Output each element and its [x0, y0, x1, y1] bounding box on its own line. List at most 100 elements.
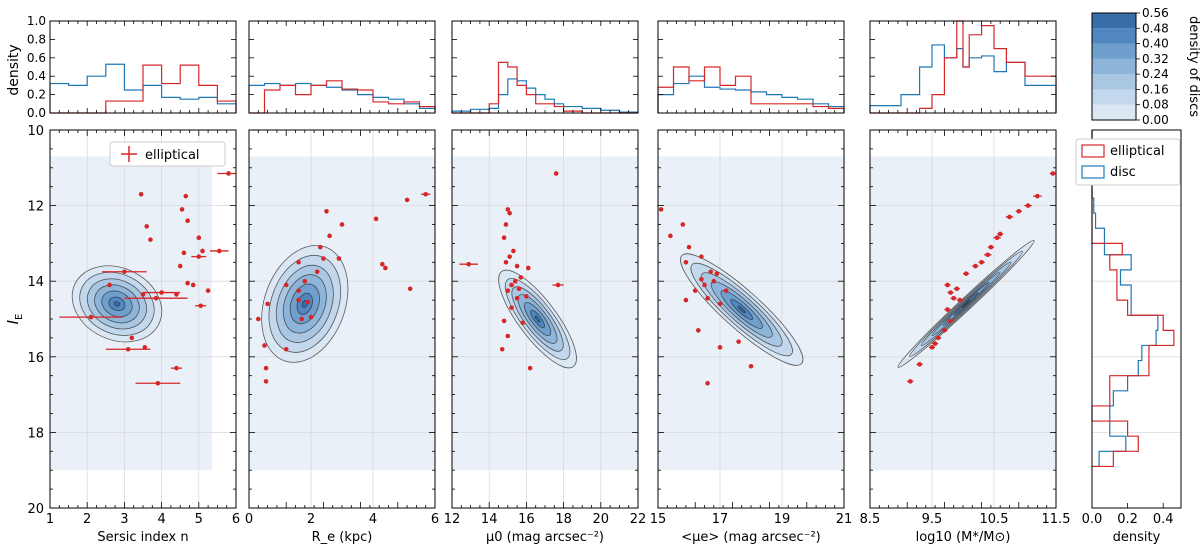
- elliptical-point: [518, 275, 524, 280]
- elliptical-point: [658, 207, 664, 212]
- elliptical-point: [979, 260, 984, 265]
- hist-background: [249, 21, 435, 113]
- legend-swatch-disc: [1081, 165, 1105, 179]
- elliptical-point: [185, 280, 190, 286]
- elliptical-points: [459, 171, 564, 371]
- colorbar-tick-label: 0.48: [1142, 21, 1169, 35]
- elliptical-point: [503, 222, 509, 227]
- colorbar-tick-label: 0.32: [1142, 52, 1169, 66]
- plot-area: [870, 130, 1056, 508]
- elliptical-point: [696, 328, 701, 333]
- elliptical-point: [125, 346, 131, 352]
- elliptical-point: [174, 292, 179, 297]
- elliptical-point: [183, 193, 189, 199]
- x-axis-label: <μe> (mag arcsec⁻²): [681, 530, 821, 545]
- plot-area: [658, 130, 844, 508]
- elliptical-point: [142, 345, 148, 350]
- colorbar: 0.000.08 0.160.240.320.40 0.480.56 density …: [1091, 6, 1200, 127]
- elliptical-point: [705, 380, 710, 386]
- elliptical-point: [717, 345, 723, 350]
- elliptical-point: [466, 261, 472, 267]
- elliptical-point: [511, 248, 516, 254]
- elliptical-point: [714, 271, 720, 276]
- elliptical-point: [404, 197, 410, 203]
- elliptical-point: [686, 244, 692, 250]
- x-tick-label: 17: [712, 512, 729, 527]
- y-tick-label: 20: [27, 502, 44, 517]
- hist-elliptical-series: [249, 80, 436, 114]
- top-histogram: [869, 20, 1057, 114]
- x-tick-label: 1: [46, 512, 54, 527]
- x-tick-label: 15: [650, 512, 667, 527]
- elliptical-point: [668, 233, 673, 239]
- legend-label-elliptical: elliptical: [1110, 144, 1165, 159]
- elliptical-point: [699, 254, 704, 259]
- y-tick-label: 16: [27, 351, 44, 366]
- legend-label-disc: disc: [1110, 165, 1136, 180]
- elliptical-point: [683, 297, 689, 303]
- panel-4: 15 17 19 21 <μe> (mag arcsec⁻²): [650, 20, 852, 545]
- elliptical-point: [196, 235, 202, 241]
- elliptical-point: [177, 263, 183, 269]
- main-scatter-panel: 0 2 4 6 R_e (kpc): [245, 129, 439, 545]
- elliptical-point: [997, 231, 1003, 237]
- elliptical-points: [59, 171, 236, 386]
- elliptical-point: [339, 222, 345, 227]
- rhist-x-axis-label: density: [1113, 530, 1161, 545]
- plot-area: [249, 130, 435, 508]
- elliptical-point: [299, 316, 305, 322]
- y-tick-label: 14: [27, 275, 44, 290]
- elliptical-point: [702, 282, 707, 288]
- elliptical-point: [908, 379, 913, 384]
- elliptical-point: [705, 295, 710, 301]
- rhist-x-tick-label: 0.2: [1117, 512, 1138, 527]
- hist-y-tick-label: 0.2: [27, 88, 46, 102]
- elliptical-point: [717, 301, 723, 307]
- hist-y-tick-label: 0.0: [27, 106, 46, 120]
- elliptical-point: [327, 233, 332, 239]
- elliptical-point: [736, 339, 741, 344]
- elliptical-point: [1007, 214, 1012, 220]
- elliptical-point: [296, 297, 301, 303]
- elliptical-point: [216, 248, 222, 254]
- elliptical-point: [973, 263, 978, 269]
- legend-swatch-elliptical: [1081, 144, 1105, 158]
- elliptical-point: [138, 191, 144, 197]
- x-tick-label: 14: [481, 512, 498, 527]
- rhist-x-tick-label: 0.4: [1153, 512, 1174, 527]
- disc-density-contours: [71, 265, 163, 343]
- elliptical-point: [507, 210, 512, 216]
- panel-5: 8.5 9.5 10.5 11.5 log10 (M*/M⊙): [860, 20, 1070, 545]
- x-tick-label: 3: [120, 512, 128, 527]
- elliptical-point: [555, 282, 561, 288]
- elliptical-point: [509, 305, 514, 310]
- x-axis-label: μ0 (mag arcsec⁻²): [486, 530, 604, 545]
- main-scatter-panel: 15 17 19 21 <μe> (mag arcsec⁻²): [650, 129, 852, 545]
- elliptical-point: [1050, 171, 1056, 176]
- elliptical-point: [1016, 208, 1022, 214]
- elliptical-point: [181, 250, 187, 256]
- legend-box: [109, 141, 226, 167]
- elliptical-point: [144, 224, 150, 229]
- x-tick-label: 18: [555, 512, 572, 527]
- elliptical-point: [318, 244, 323, 250]
- elliptical-point: [935, 335, 941, 341]
- rhist-legend: elliptical disc: [1075, 138, 1181, 186]
- elliptical-point: [951, 295, 956, 301]
- elliptical-point: [699, 277, 704, 282]
- elliptical-point: [383, 265, 388, 271]
- elliptical-point: [917, 362, 922, 367]
- elliptical-point: [501, 318, 507, 324]
- density-contour-level-7: [534, 315, 541, 323]
- hist-y-tick-label: 0.6: [27, 51, 46, 65]
- y-tick-label: 12: [27, 200, 44, 215]
- elliptical-point: [692, 288, 698, 293]
- elliptical-point: [501, 235, 507, 241]
- x-tick-label: 4: [369, 512, 377, 527]
- x-tick-label: 16: [518, 512, 535, 527]
- colorbar-frame: [1091, 12, 1137, 121]
- elliptical-point: [296, 260, 301, 265]
- elliptical-point: [321, 256, 326, 261]
- elliptical-point: [945, 307, 950, 312]
